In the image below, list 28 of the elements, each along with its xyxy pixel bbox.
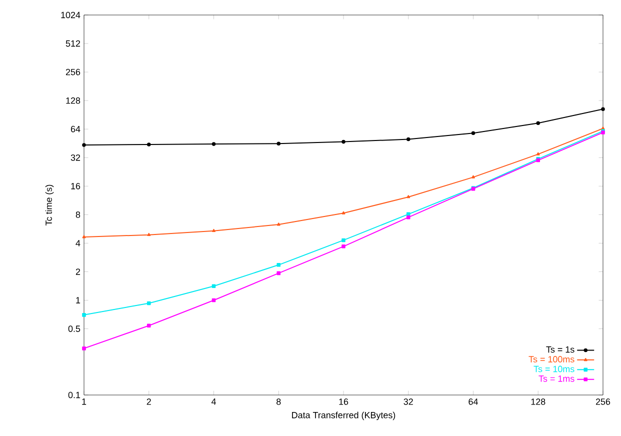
legend-label: Ts = 1ms xyxy=(538,376,574,382)
x-tick-label: 8 xyxy=(276,398,281,405)
y-tick-label: 128 xyxy=(66,97,80,104)
y-tick-label: 2 xyxy=(76,268,80,275)
legend-label: Ts = 100ms xyxy=(528,356,574,362)
x-axis-title: Data Transferred (KBytes) xyxy=(292,412,396,420)
y-tick-label: 4 xyxy=(76,240,80,246)
x-tick-label: 128 xyxy=(531,398,546,405)
y-tick-label: 512 xyxy=(66,40,80,47)
x-tick-label: 64 xyxy=(468,398,478,405)
x-tick-label: 4 xyxy=(211,398,216,405)
y-tick-label: 32 xyxy=(70,154,80,161)
y-tick-label: 8 xyxy=(76,211,80,218)
x-tick-label: 16 xyxy=(339,398,348,405)
x-tick-label: 1 xyxy=(82,398,86,405)
x-tick-label: 2 xyxy=(146,398,151,405)
y-tick-label: 256 xyxy=(66,68,80,76)
y-tick-label: 1 xyxy=(76,297,80,304)
y-tick-label: 0.5 xyxy=(68,326,80,332)
y-tick-label: 0.1 xyxy=(68,392,80,398)
legend-label: Ts = 1s xyxy=(546,346,574,353)
y-tick-label: 16 xyxy=(71,182,80,190)
y-tick-label: 1024 xyxy=(61,12,80,18)
x-tick-label: 32 xyxy=(404,398,413,405)
x-tick-label: 256 xyxy=(596,398,610,405)
legend-label: Ts = 10ms xyxy=(534,366,574,372)
y-axis-title: Tc time (s) xyxy=(45,184,54,226)
y-tick-label: 64 xyxy=(70,126,80,132)
